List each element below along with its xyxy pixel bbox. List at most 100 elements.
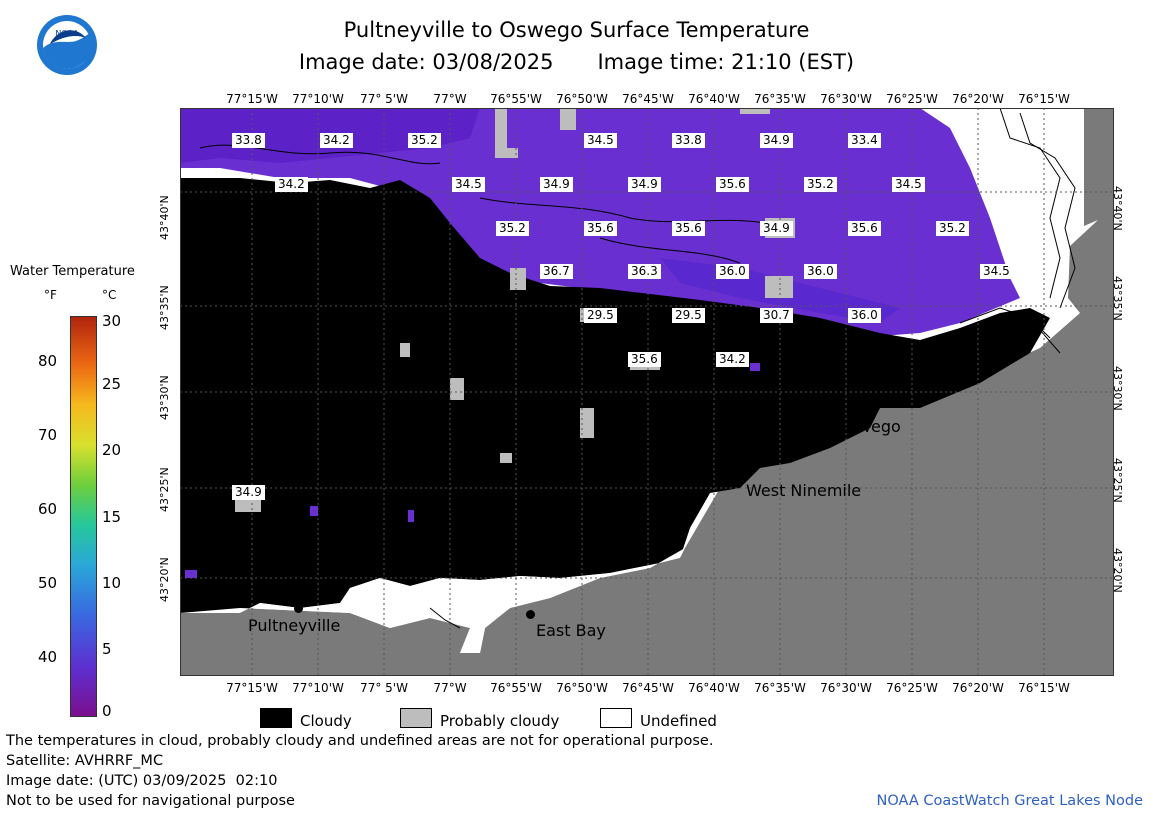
temperature-label: 33.8: [672, 133, 705, 148]
lat-tick: 43°40'N: [1111, 186, 1124, 231]
colorbar-unit-c: °C: [102, 288, 117, 302]
lat-tick: 43°30'N: [1111, 366, 1124, 411]
temperature-label: 36.3: [628, 264, 661, 279]
colorbar: [70, 316, 97, 717]
lon-tick: 77°W: [433, 681, 467, 695]
lon-tick: 76°20'W: [952, 681, 1004, 695]
city-marker: [526, 610, 535, 619]
legend-label-undefined: Undefined: [640, 712, 717, 730]
temperature-label: 36.0: [716, 264, 749, 279]
lon-tick: 76°25'W: [886, 92, 938, 106]
satellite-note: Satellite: AVHRRF_MC: [6, 753, 164, 769]
temperature-label: 34.9: [232, 485, 265, 500]
disclaimer-note: The temperatures in cloud, probably clou…: [6, 733, 714, 749]
temperature-label: 34.9: [540, 177, 573, 192]
temperature-label: 34.5: [892, 177, 925, 192]
city-marker: [822, 419, 831, 428]
lon-tick: 76°50'W: [556, 681, 608, 695]
temperature-label: 35.6: [848, 221, 881, 236]
temperature-label: 29.5: [584, 308, 617, 323]
lon-tick: 77° 5'W: [360, 92, 408, 106]
colorbar-c-tick: 5: [102, 640, 112, 658]
image-date: Image date: 03/08/2025: [298, 50, 554, 74]
legend-swatch-undefined: [600, 708, 632, 728]
lon-tick: 76°30'W: [820, 92, 872, 106]
city-label-east-bay: East Bay: [536, 621, 606, 640]
lon-tick: 76°30'W: [820, 681, 872, 695]
colorbar-c-tick: 20: [102, 441, 122, 459]
lat-tick: 43°20'N: [158, 557, 171, 602]
lon-tick: 76°45'W: [622, 92, 674, 106]
temperature-label: 36.0: [804, 264, 837, 279]
temperature-map: 33.8 34.2 35.2 34.5 33.8 34.9 33.4 34.2 …: [180, 108, 1114, 676]
temperature-label: 35.2: [496, 221, 529, 236]
temperature-label: 33.8: [232, 133, 265, 148]
lon-tick: 76°40'W: [688, 92, 740, 106]
lat-tick: 43°40'N: [158, 195, 171, 240]
colorbar-f-tick: 80: [38, 352, 58, 370]
lon-tick: 77°10'W: [292, 92, 344, 106]
legend-swatch-probably-cloudy: [400, 708, 432, 728]
lon-tick: 76°55'W: [490, 681, 542, 695]
temperature-label: 34.9: [760, 133, 793, 148]
image-time: Image time: 21:10 (EST): [597, 50, 855, 74]
lon-tick: 76°35'W: [754, 681, 806, 695]
legend-label-cloudy: Cloudy: [300, 712, 352, 730]
lon-tick: 76°15'W: [1018, 681, 1070, 695]
cloud-area: [180, 178, 1050, 613]
lat-tick: 43°35'N: [158, 285, 171, 330]
temperature-label: 34.5: [980, 264, 1013, 279]
lat-tick: 43°25'N: [158, 467, 171, 512]
temperature-label: 35.2: [408, 133, 441, 148]
colorbar-f-tick: 40: [38, 648, 58, 666]
temperature-label: 35.2: [804, 177, 837, 192]
temperature-label: 34.5: [452, 177, 485, 192]
image-datetime: Image date: 03/08/2025 Image time: 21:10 …: [0, 50, 1153, 74]
temperature-label: 30.7: [760, 308, 793, 323]
lon-tick: 77°10'W: [292, 681, 344, 695]
temperature-label: 35.6: [672, 221, 705, 236]
lon-tick: 76°20'W: [952, 92, 1004, 106]
lon-tick: 76°25'W: [886, 681, 938, 695]
colorbar-c-tick: 0: [102, 702, 112, 720]
svg-text:NOAA: NOAA: [55, 29, 79, 38]
colorbar-f-tick: 60: [38, 500, 58, 518]
temperature-label: 33.4: [848, 133, 881, 148]
lon-tick: 77°W: [433, 92, 467, 106]
page-title: Pultneyville to Oswego Surface Temperatu…: [343, 18, 810, 42]
temperature-label: 29.5: [672, 308, 705, 323]
temperature-label: 34.2: [275, 177, 308, 192]
temperature-label: 35.6: [628, 352, 661, 367]
city-marker: [732, 470, 741, 479]
lon-tick: 76°35'W: [754, 92, 806, 106]
lat-tick: 43°35'N: [1111, 276, 1124, 321]
temperature-label: 35.6: [716, 177, 749, 192]
lon-tick: 77°15'W: [226, 681, 278, 695]
temperature-label: 34.5: [584, 133, 617, 148]
navigation-note: Not to be used for navigational purpose: [6, 793, 295, 809]
colorbar-c-tick: 15: [102, 508, 122, 526]
temperature-label: 34.9: [760, 221, 793, 236]
temperature-label: 34.2: [320, 133, 353, 148]
lon-tick: 76°15'W: [1018, 92, 1070, 106]
legend-swatch-cloudy: [260, 708, 292, 728]
city-label-pultneyville: Pultneyville: [248, 616, 341, 635]
utc-date-note: Image date: (UTC) 03/09/2025 02:10: [6, 773, 278, 789]
lon-tick: 77° 5'W: [360, 681, 408, 695]
credit-text: NOAA CoastWatch Great Lakes Node: [876, 793, 1143, 809]
temperature-label: 36.7: [540, 264, 573, 279]
lon-tick: 77°15'W: [226, 92, 278, 106]
colorbar-title: Water Temperature: [10, 264, 135, 279]
lon-tick: 76°40'W: [688, 681, 740, 695]
temperature-label: 35.2: [936, 221, 969, 236]
colorbar-unit-f: °F: [44, 288, 57, 302]
lon-tick: 76°55'W: [490, 92, 542, 106]
colorbar-c-tick: 10: [102, 574, 122, 592]
city-label-west-ninemile: West Ninemile: [746, 481, 862, 500]
lat-tick: 43°20'N: [1111, 548, 1124, 593]
lon-tick: 76°45'W: [622, 681, 674, 695]
temperature-label: 34.9: [628, 177, 661, 192]
colorbar-f-tick: 50: [38, 574, 58, 592]
temperature-label: 34.2: [716, 352, 749, 367]
temperature-label: 35.6: [584, 221, 617, 236]
